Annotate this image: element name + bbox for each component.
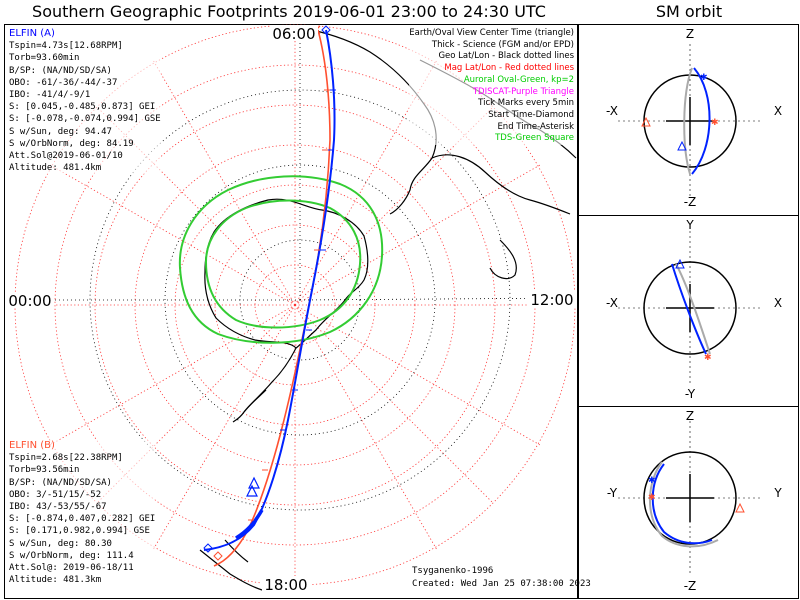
sm1-right: X	[774, 104, 782, 118]
sm-panel-xy: ✱ Y -Y -X X	[606, 218, 782, 401]
map-frame	[4, 24, 578, 599]
coastlines	[199, 29, 577, 591]
created-timestamp: Created: Wed Jan 25 07:38:00 2023	[412, 579, 591, 589]
model-credit: Tsyganenko-1996	[412, 566, 494, 576]
elfin-b-info: ELFIN (B) Tspin=2.68s[22.38RPM] Torb=93.…	[9, 440, 156, 587]
elfin-a-line: S: [-0.078,-0.074,0.994] GSE	[9, 114, 161, 125]
clock-label-00: 00:00	[8, 292, 51, 310]
sm1-bottom: -Z	[684, 195, 697, 209]
legend-item: End Time-Asterisk	[497, 121, 574, 132]
elfin-b-line: S w/OrbNorm, deg: 111.4	[9, 550, 134, 561]
legend: Earth/Oval View Center Time (triangle) Th…	[409, 28, 574, 146]
sm3-left: -Y	[607, 486, 618, 500]
sm2-bottom: -Y	[685, 387, 696, 401]
elfin-b-name: ELFIN (B)	[9, 440, 55, 451]
sm2-left: -X	[606, 296, 618, 310]
sm-orbit-panels: ✱ ✱ Z -Z -X X ✱ Y -Y -X X ✱ ✱ Z -Z -Y	[606, 27, 782, 593]
clock-label-06: 06:00	[272, 25, 315, 43]
legend-item: Tick Marks every 5min	[478, 98, 574, 109]
elfin-a-info: ELFIN (A) Tspin=4.73s[12.68RPM] Torb=93.…	[9, 28, 161, 175]
sm2-top: Y	[685, 218, 694, 232]
elfin-b-line: Altitude: 481.3km	[9, 575, 102, 586]
svg-text:✱: ✱	[648, 493, 656, 503]
sm2-right: X	[774, 296, 782, 310]
elfin-b-line: Att.Sol@: 2019-06-18/11	[9, 563, 134, 574]
elfin-b-line: S w/Sun, deg: 80.30	[9, 538, 112, 549]
legend-item: Geo Lat/Lon - Black dotted lines	[438, 51, 574, 62]
legend-item: Start Time-Diamond	[488, 109, 574, 120]
sm-panel-frame-3	[578, 406, 799, 599]
sm1-left: -X	[606, 104, 618, 118]
legend-item: TDS-Green Square	[495, 133, 574, 144]
plot-title: Southern Geographic Footprints 2019-06-0…	[32, 2, 546, 21]
clock-label-12: 12:00	[530, 291, 573, 309]
elfin-a-line: S w/Sun, deg: 94.47	[9, 126, 112, 137]
legend-item: Earth/Oval View Center Time (triangle)	[409, 28, 574, 38]
sm3-right: Y	[773, 486, 782, 500]
legend-item: Auroral Oval-Green, kp=2	[463, 74, 574, 85]
elfin-a-track	[203, 29, 336, 551]
elfin-a-line: Altitude: 481.4km	[9, 163, 102, 174]
elfin-b-line: S: [0.171,0.982,0.994] GSE	[9, 526, 150, 537]
sm3-bottom: -Z	[684, 579, 697, 593]
tick-marks	[280, 89, 336, 431]
elfin-a-line: Att.Sol@2019-06-01/10	[9, 151, 123, 162]
elfin-a-line: S: [0.045,-0.485,0.873] GEI	[9, 102, 156, 113]
end-markers	[203, 543, 223, 561]
elfin-a-line: IBO: -41/4/-9/1	[9, 90, 91, 101]
sm1-top: Z	[686, 27, 694, 41]
elfin-a-line: Torb=93.60min	[9, 53, 80, 64]
elfin-b-line: Tspin=2.68s[22.38RPM]	[9, 453, 123, 464]
elfin-b-line: OBO: 3/-51/15/-52	[9, 489, 102, 500]
elfin-a-line: S w/OrbNorm, deg: 84.19	[9, 138, 134, 149]
view-center-triangles	[246, 476, 260, 497]
elfin-a-line: B/SP: (NA/ND/SD/SA)	[9, 65, 112, 76]
sm-panel-xz: ✱ ✱ Z -Z -X X	[606, 27, 782, 209]
svg-text:✱: ✱	[704, 353, 712, 363]
elfin-b-line: S: [-0.874,0.407,0.282] GEI	[9, 514, 156, 525]
svg-text:✱: ✱	[700, 73, 708, 83]
svg-text:✱: ✱	[711, 118, 719, 128]
auroral-oval	[178, 175, 384, 344]
elfin-a-name: ELFIN (A)	[9, 28, 55, 39]
elfin-b-line: Torb=93.56min	[9, 465, 80, 476]
svg-text:✱: ✱	[648, 476, 656, 486]
elfin-b-line: IBO: 43/-53/55/-67	[9, 502, 107, 513]
start-diamond	[321, 25, 331, 35]
elfin-a-line: Tspin=4.73s[12.68RPM]	[9, 41, 123, 52]
sm3-top: Z	[686, 409, 694, 423]
elfin-b-line: B/SP: (NA/ND/SD/SA)	[9, 477, 112, 488]
legend-item: Thick - Science (FGM and/or EPD)	[431, 39, 574, 50]
sm-panel-yz: ✱ ✱ Z -Z -Y Y	[607, 409, 782, 593]
elfin-a-science-segment	[235, 509, 264, 540]
clock-label-18: 18:00	[264, 576, 307, 594]
legend-item: TDISCAT-Purple Triangle	[472, 86, 574, 97]
elfin-a-line: OBO: -61/-36/-44/-37	[9, 77, 118, 88]
legend-item: Mag Lat/Lon - Red dotted lines	[444, 63, 574, 74]
sm-orbit-title: SM orbit	[655, 2, 723, 21]
